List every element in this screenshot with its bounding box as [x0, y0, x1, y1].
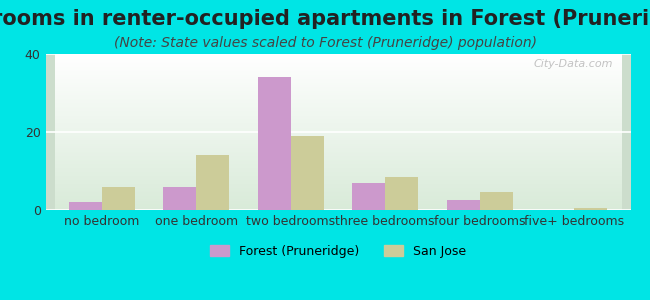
Bar: [291, 136, 324, 210]
Legend: Forest (Pruneridge), San Jose: Forest (Pruneridge), San Jose: [205, 240, 471, 263]
Bar: [352, 183, 385, 210]
Bar: [102, 187, 135, 210]
Bar: [163, 187, 196, 210]
Text: City-Data.com: City-Data.com: [534, 59, 613, 69]
Bar: [385, 177, 418, 210]
Bar: [69, 202, 102, 210]
Bar: [258, 77, 291, 210]
Bar: [480, 193, 513, 210]
Bar: [447, 200, 480, 210]
Text: (Note: State values scaled to Forest (Pruneridge) population): (Note: State values scaled to Forest (Pr…: [114, 36, 536, 50]
Text: Bedrooms in renter-occupied apartments in Forest (Pruneridge): Bedrooms in renter-occupied apartments i…: [0, 9, 650, 29]
Bar: [574, 208, 607, 210]
Bar: [196, 155, 229, 210]
